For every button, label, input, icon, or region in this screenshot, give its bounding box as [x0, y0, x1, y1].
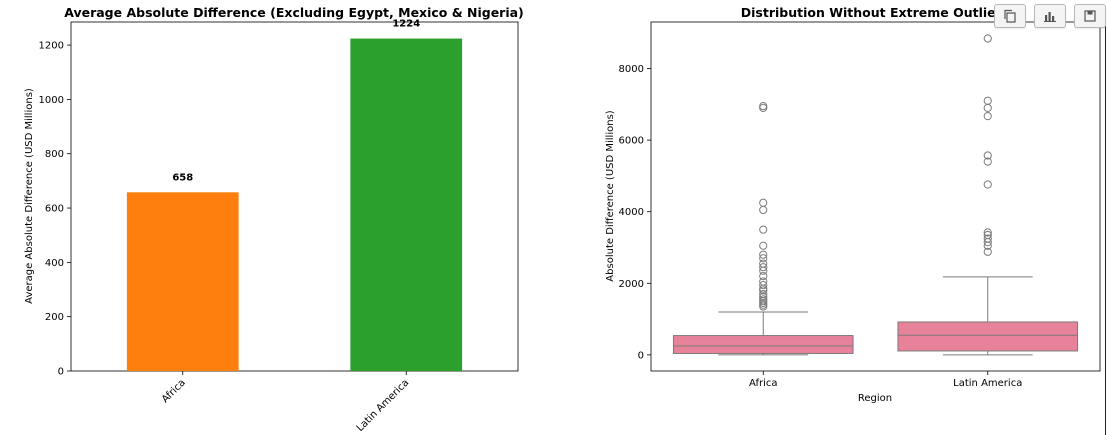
y-tick-label: 2000 — [619, 279, 644, 290]
bar-chart-y-axis-label: Average Absolute Difference (USD Million… — [24, 88, 35, 304]
y-tick-label: 1000 — [39, 95, 64, 106]
x-tick-label: Latin America — [953, 378, 1022, 389]
outlier-point — [759, 102, 768, 111]
bar-value-label: 1224 — [392, 19, 420, 30]
outlier-point — [983, 151, 992, 160]
outlier-point — [983, 96, 992, 105]
copy-button[interactable] — [994, 4, 1026, 28]
bar-africa — [126, 192, 239, 371]
box-plot-chart: Distribution Without Extreme Outliers 0 2… — [605, 5, 1101, 404]
outlier-point — [759, 254, 768, 263]
bar-chart: Average Absolute Difference (Excluding E… — [24, 5, 524, 434]
box-plot-plot-area — [650, 21, 1101, 372]
outlier-point — [759, 250, 768, 259]
outlier-point — [983, 247, 992, 256]
outlier-point — [983, 230, 992, 240]
outlier-point — [983, 157, 992, 166]
y-tick-label: 1200 — [39, 41, 64, 52]
copy-icon — [1004, 9, 1016, 23]
box-latin-america — [897, 321, 1079, 352]
panel-divider — [1105, 26, 1106, 435]
outlier-point — [759, 280, 768, 290]
bar-latin-america — [350, 38, 463, 371]
outlier-point — [759, 272, 768, 281]
y-tick-label: 4000 — [619, 207, 644, 218]
box-plot-title: Distribution Without Extreme Outliers — [741, 5, 1009, 20]
chart-toolbar — [994, 4, 1106, 28]
outlier-point — [759, 263, 768, 272]
outlier-point — [983, 228, 992, 237]
bar-value-label: 658 — [172, 172, 193, 183]
outlier-point — [759, 225, 768, 234]
y-tick-label: 600 — [45, 204, 64, 215]
outlier-point — [759, 198, 768, 207]
x-tick-label: Africa — [160, 377, 188, 405]
outlier-point — [759, 259, 768, 268]
x-tick-label: Latin America — [355, 377, 412, 434]
y-tick-label: 400 — [45, 258, 64, 269]
outlier-point — [759, 289, 768, 299]
box-plot-x-axis-label: Region — [858, 393, 892, 404]
x-tick-label: Africa — [749, 378, 778, 389]
y-tick-label: 0 — [58, 367, 64, 378]
y-tick-label: 200 — [45, 312, 64, 323]
y-tick-label: 8000 — [619, 64, 644, 75]
outlier-point — [983, 112, 992, 121]
save-button[interactable] — [1074, 4, 1106, 28]
outlier-point — [759, 295, 768, 304]
bar-chart-title: Average Absolute Difference (Excluding E… — [64, 5, 524, 20]
box-plot-y-axis-label: Absolute Difference (USD Millions) — [605, 110, 616, 281]
bar-chart-button[interactable] — [1034, 4, 1066, 28]
outlier-point — [983, 234, 992, 243]
y-tick-label: 800 — [45, 149, 64, 160]
bar-chart-icon — [1044, 12, 1056, 22]
save-icon — [1084, 10, 1096, 22]
outlier-point — [983, 180, 992, 189]
outlier-point — [759, 241, 768, 250]
outlier-point — [759, 277, 768, 286]
y-tick-label: 0 — [638, 350, 644, 361]
outlier-point — [759, 292, 768, 302]
y-tick-label: 6000 — [619, 136, 644, 147]
outlier-point — [983, 34, 992, 43]
box-africa — [672, 335, 854, 354]
